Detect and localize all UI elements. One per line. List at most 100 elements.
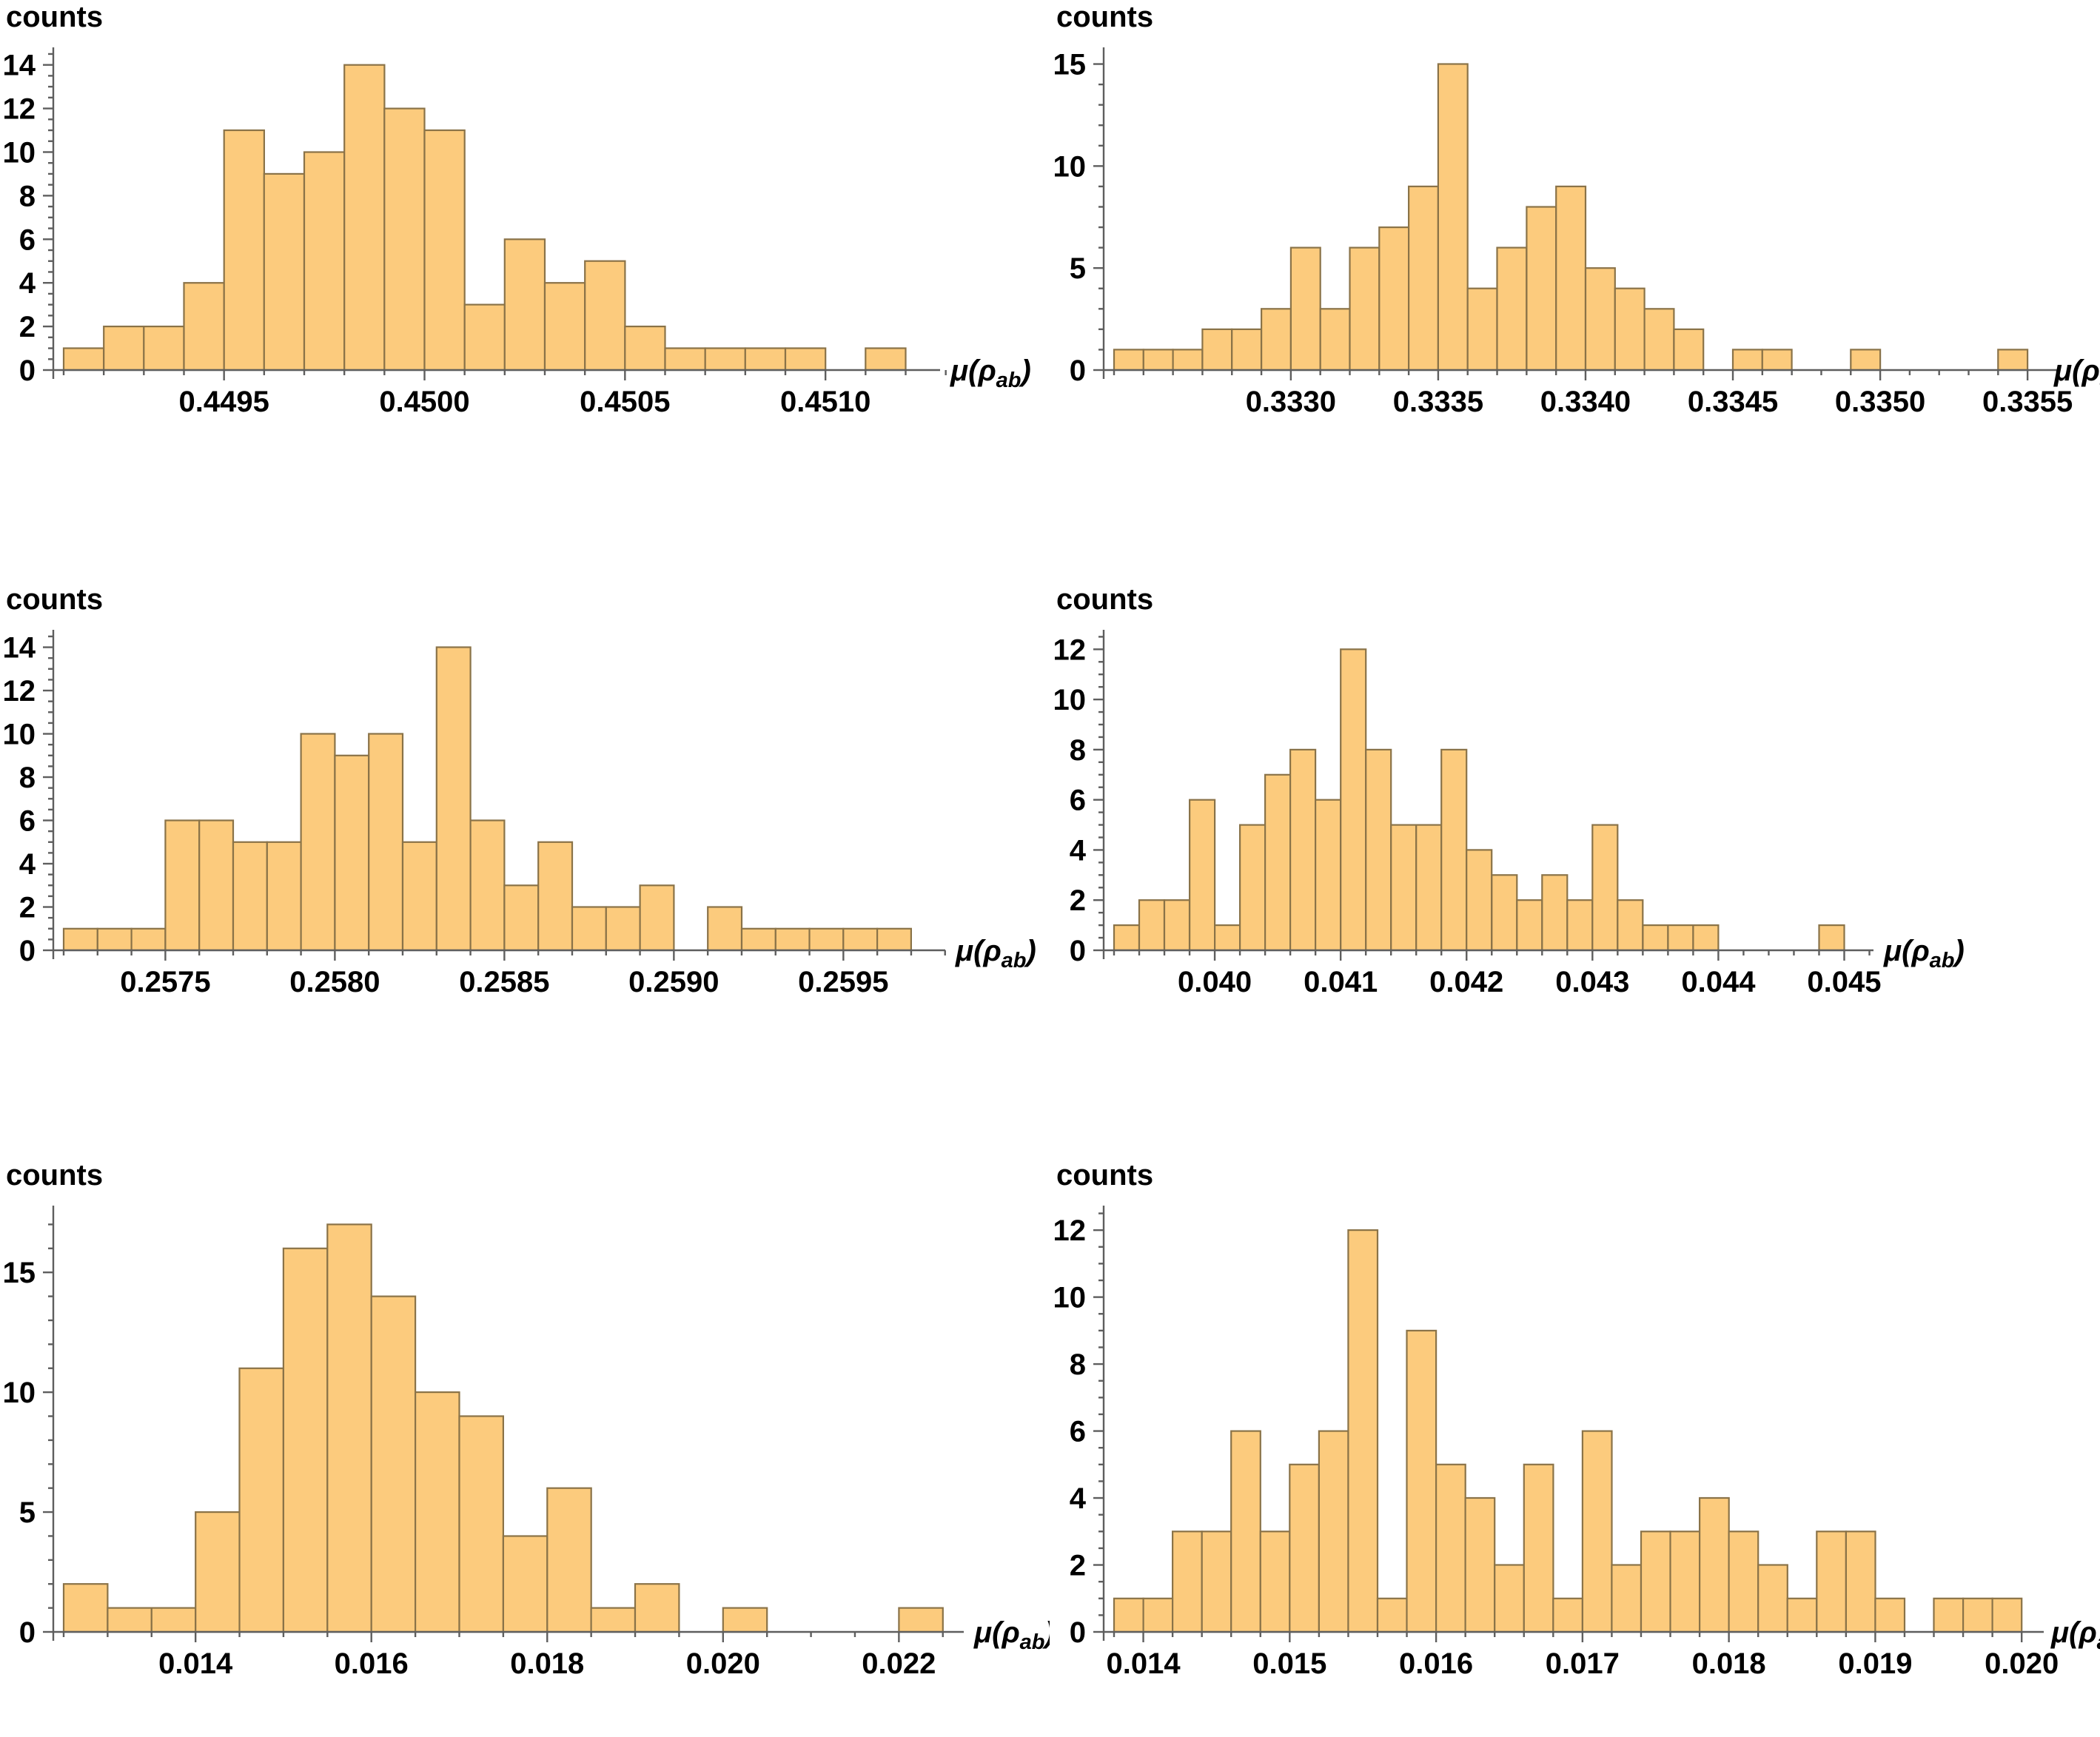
bar-top-right-30 — [1997, 349, 2029, 372]
y-tick-label: 2 — [1070, 884, 1086, 917]
x-tick-label: 0.018 — [510, 1647, 584, 1680]
x-tick-label: 0.2590 — [628, 966, 719, 998]
bars-bottom-right — [1113, 1229, 2023, 1633]
y-tick-label: 10 — [3, 719, 36, 751]
bar-middle-left-11 — [435, 646, 472, 952]
bar-top-right-16 — [1584, 267, 1616, 372]
bar-top-left-6 — [303, 151, 346, 372]
bar-bottom-left-9 — [458, 1415, 505, 1633]
bar-bottom-right-15 — [1552, 1597, 1583, 1633]
bar-top-right-12 — [1466, 287, 1498, 372]
xlabel-mu-rho-ab: μ(ρab) — [955, 935, 1036, 972]
bar-top-left-0 — [62, 347, 105, 372]
bar-top-left-14 — [624, 326, 666, 372]
bar-middle-left-6 — [266, 841, 302, 952]
bar-top-right-22 — [1761, 349, 1793, 372]
xlabel-mu-rho-ab: μ(ρab) — [1883, 935, 1965, 972]
bar-top-left-13 — [584, 260, 626, 372]
bar-bottom-right-17 — [1611, 1564, 1643, 1633]
y-tick-label: 2 — [1070, 1550, 1086, 1582]
axes-middle-right — [1093, 630, 1873, 961]
bar-bottom-right-6 — [1289, 1463, 1320, 1633]
bar-middle-right-4 — [1214, 924, 1241, 952]
bar-top-left-2 — [143, 326, 185, 372]
y-tick-label: 15 — [1053, 49, 1087, 81]
y-tick-label: 6 — [1070, 784, 1086, 817]
bar-middle-right-6 — [1264, 773, 1292, 952]
bar-bottom-right-28 — [1933, 1597, 1965, 1633]
x-tick-label: 0.014 — [1106, 1647, 1181, 1680]
bar-top-left-10 — [463, 303, 506, 372]
bar-top-left-4 — [223, 129, 266, 372]
bar-middle-right-16 — [1516, 899, 1543, 952]
ylabel-counts: counts — [1056, 1, 1153, 33]
bar-middle-right-9 — [1340, 648, 1367, 952]
xlabel-mu-rho-ab: μ(ρab) — [2053, 355, 2100, 392]
y-tick-label: 0 — [1070, 935, 1086, 967]
bar-middle-left-12 — [469, 819, 506, 952]
bar-middle-right-21 — [1642, 924, 1669, 952]
histogram-panel-top-left: 0 2 4 6 8 10 12 14 0.4495 0.4500 0.4505 0.4510 count… — [0, 0, 1050, 582]
bar-top-left-8 — [383, 107, 426, 372]
bar-middle-left-9 — [368, 733, 404, 952]
axes-middle-left — [43, 630, 946, 961]
bar-middle-left-15 — [571, 906, 607, 952]
bar-middle-left-19 — [707, 906, 743, 952]
y-tick-label: 14 — [3, 632, 36, 665]
bar-bottom-left-8 — [414, 1391, 460, 1633]
bar-middle-right-13 — [1440, 748, 1468, 952]
bar-top-left-9 — [423, 129, 466, 372]
bar-middle-left-2 — [130, 927, 167, 952]
y-tick-label: 10 — [3, 136, 36, 169]
y-tick-label: 8 — [1070, 734, 1086, 767]
bar-bottom-right-13 — [1494, 1564, 1525, 1633]
ylabel-counts: counts — [6, 1, 103, 33]
y-tick-label: 5 — [1070, 252, 1086, 285]
bar-bottom-right-14 — [1523, 1463, 1554, 1633]
bar-bottom-left-15 — [722, 1607, 768, 1633]
bar-top-right-4 — [1231, 328, 1263, 372]
bar-middle-right-0 — [1113, 924, 1141, 952]
bar-top-right-3 — [1201, 328, 1233, 372]
bar-bottom-left-13 — [634, 1583, 680, 1633]
ylabel-counts: counts — [6, 1159, 103, 1192]
bar-top-right-0 — [1113, 349, 1144, 372]
bar-middle-left-13 — [503, 884, 540, 952]
bar-bottom-right-5 — [1259, 1531, 1291, 1633]
bar-bottom-left-10 — [502, 1535, 549, 1633]
bar-bottom-left-1 — [107, 1607, 152, 1633]
bar-middle-right-7 — [1289, 748, 1317, 952]
y-tick-label: 4 — [19, 267, 36, 300]
bar-middle-right-22 — [1667, 924, 1694, 952]
histogram-svg-bottom-left: 0 5 10 15 0.014 0.016 0.018 0.020 0.022 counts μ(ρ… — [3, 1159, 1050, 1680]
x-tick-label: 0.3350 — [1835, 386, 1925, 418]
bar-middle-right-11 — [1390, 824, 1418, 952]
bar-middle-left-5 — [232, 841, 268, 952]
x-tick-label: 0.042 — [1429, 966, 1503, 998]
bar-top-left-12 — [543, 282, 586, 372]
y-tick-label: 6 — [1070, 1416, 1086, 1448]
bar-top-right-1 — [1142, 349, 1174, 372]
x-tick-label: 0.2585 — [459, 966, 549, 998]
bars-top-left — [62, 64, 907, 372]
bar-bottom-right-29 — [1962, 1597, 1993, 1633]
y-tick-label: 8 — [1070, 1348, 1086, 1381]
bar-top-right-15 — [1555, 185, 1587, 372]
bar-top-right-21 — [1731, 349, 1763, 372]
bar-bottom-left-5 — [282, 1247, 329, 1633]
bar-top-left-7 — [343, 64, 386, 372]
y-tick-label: 5 — [19, 1496, 36, 1529]
y-tick-label: 6 — [19, 224, 36, 256]
histogram-panel-top-right: 0 5 10 15 0.3330 0.3335 0.3340 0.3345 0.3350 0.33… — [1050, 0, 2100, 582]
bar-middle-left-21 — [774, 927, 811, 952]
bar-bottom-left-3 — [195, 1511, 241, 1633]
bar-middle-left-20 — [740, 927, 776, 952]
bars-middle-left — [62, 646, 912, 952]
bar-bottom-left-7 — [370, 1295, 417, 1633]
bar-bottom-right-24 — [1816, 1531, 1848, 1633]
x-tick-label: 0.045 — [1807, 966, 1881, 998]
x-tick-label: 0.3355 — [1982, 386, 2073, 418]
bar-middle-right-3 — [1189, 799, 1216, 952]
axes-bottom-left — [43, 1206, 964, 1642]
bar-top-left-11 — [503, 238, 546, 372]
